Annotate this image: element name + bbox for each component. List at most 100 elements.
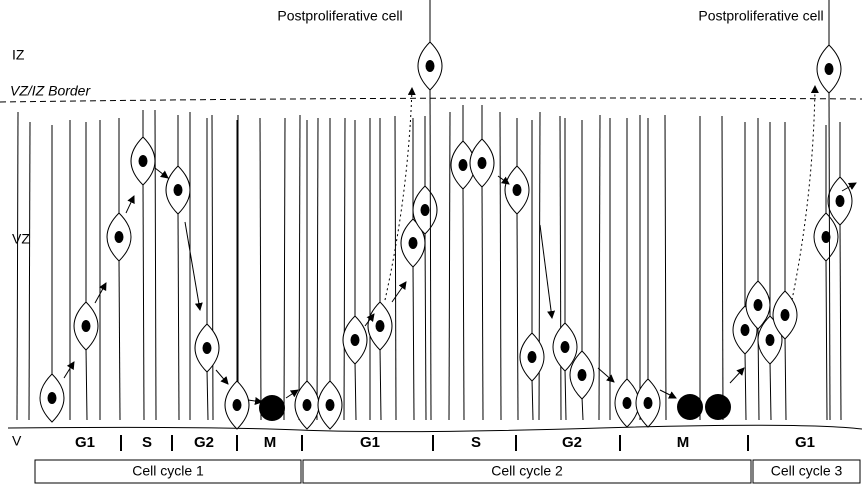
ventricle-surface: [7, 424, 862, 433]
process: [412, 264, 415, 421]
process: [118, 258, 121, 421]
process: [559, 115, 562, 421]
process: [354, 361, 357, 421]
arrow: [184, 221, 203, 311]
nucleus: [753, 299, 763, 311]
nucleus: [425, 60, 435, 72]
process: [283, 117, 286, 421]
nucleus: [740, 324, 750, 336]
process: [85, 347, 88, 421]
nucleus: [835, 195, 845, 207]
phase-label: S: [142, 434, 152, 451]
nucleus: [114, 231, 124, 243]
annotation: Postproliferative cell: [277, 8, 402, 24]
cycle-box: [34, 459, 302, 484]
arrow: [154, 167, 169, 179]
process: [531, 378, 534, 421]
cycle-label: Cell cycle 1: [132, 463, 204, 479]
arrow: [63, 361, 75, 379]
process: [16, 111, 19, 421]
phase-label: G2: [194, 434, 214, 451]
process: [448, 111, 451, 421]
zone-label: VZ/IZ Border: [10, 83, 91, 99]
zone-label: V: [12, 433, 22, 449]
arrow: [125, 195, 135, 214]
dotted-arrow: [384, 87, 416, 301]
nucleus: [560, 341, 570, 353]
arrow: [247, 397, 263, 405]
mitotic-cell: [259, 395, 285, 421]
nucleus: [622, 397, 632, 409]
process: [154, 109, 157, 421]
process: [379, 347, 382, 421]
nucleus: [325, 399, 335, 411]
process: [744, 351, 747, 421]
arrow: [497, 175, 510, 185]
dotted-arrow: [791, 85, 819, 301]
arrow: [215, 369, 229, 385]
mitotic-cell: [677, 394, 703, 420]
process: [316, 117, 319, 421]
arrow: [597, 367, 615, 383]
process: [828, 90, 831, 421]
nucleus: [173, 184, 183, 196]
nucleus: [302, 399, 312, 411]
process: [825, 258, 828, 421]
cycles: Cell cycle 1 Cell cycle 2 Cell cycle 3: [34, 459, 861, 484]
border-line: [0, 97, 862, 103]
nucleus: [47, 392, 57, 404]
zone-label: IZ: [12, 47, 25, 63]
process: [581, 396, 584, 421]
arrow: [659, 389, 677, 399]
nucleus: [350, 334, 360, 346]
process: [259, 117, 262, 421]
cycle-box: [752, 459, 861, 484]
process: [206, 369, 209, 421]
phase-label: G1: [75, 434, 95, 451]
process: [211, 114, 214, 421]
nucleus: [202, 342, 212, 354]
nucleus: [81, 320, 91, 332]
nucleus: [643, 397, 653, 409]
arrows: [63, 85, 857, 405]
phases: G1 S G2 M G1 S G2 M G1: [75, 434, 815, 451]
process: [664, 114, 667, 421]
phase-label: M: [677, 434, 690, 451]
arrow: [729, 367, 745, 384]
process: [839, 222, 842, 421]
nucleus: [375, 320, 385, 332]
cycle-box: [302, 459, 752, 484]
process: [462, 186, 465, 421]
arrow: [391, 281, 407, 303]
cycle-label: Cell cycle 2: [491, 463, 563, 479]
nucleus: [821, 231, 831, 243]
process: [784, 336, 787, 421]
annotation: Postproliferative cell: [698, 8, 823, 24]
phase-label: G1: [795, 434, 815, 451]
process: [28, 121, 31, 421]
process: [429, 87, 432, 421]
nucleus: [420, 204, 430, 216]
process: [177, 211, 180, 421]
nucleus: [477, 157, 487, 169]
process: [598, 114, 601, 421]
nucleus: [780, 309, 790, 321]
process: [499, 111, 502, 421]
process: [721, 115, 724, 421]
process: [769, 361, 772, 421]
phase-label: S: [471, 434, 481, 451]
nucleus: [577, 369, 587, 381]
process: [564, 368, 567, 421]
zone-label: VZ: [12, 231, 30, 247]
cells: [16, 0, 853, 430]
mitotic-cell: [705, 394, 731, 420]
nucleus: [512, 184, 522, 196]
process: [538, 111, 541, 421]
process: [516, 211, 519, 421]
nucleus: [408, 237, 418, 249]
process: [142, 182, 145, 421]
process: [343, 117, 346, 421]
phase-label: M: [264, 434, 277, 451]
nucleus: [138, 155, 148, 167]
